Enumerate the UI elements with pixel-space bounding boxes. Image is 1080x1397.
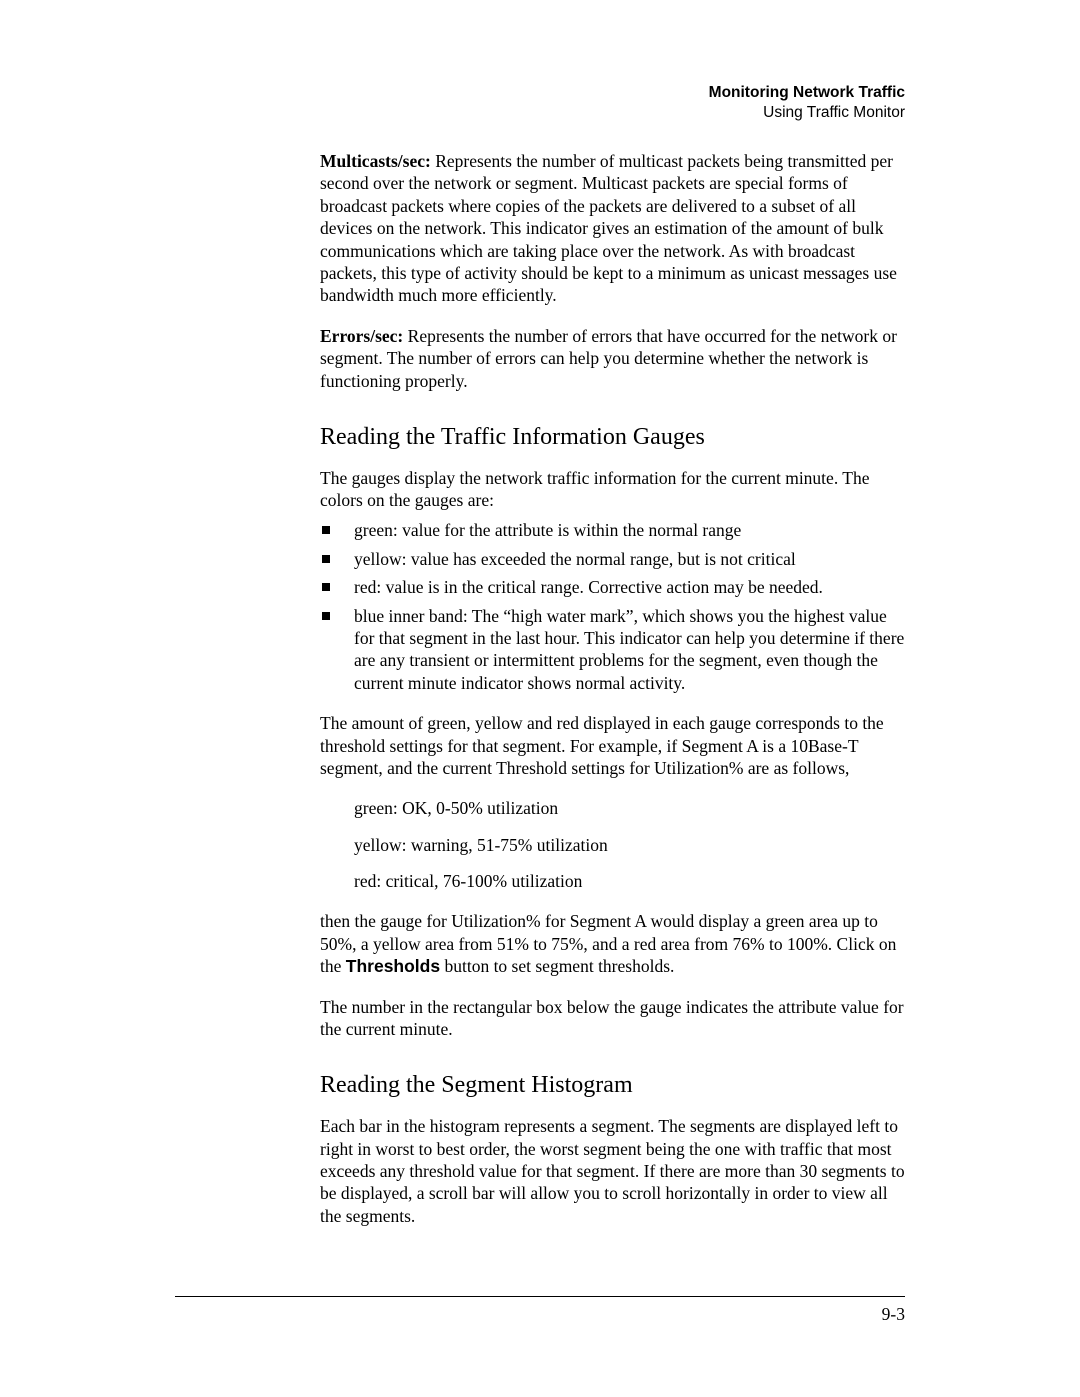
gauge-box-note: The number in the rectangular box below … <box>320 996 910 1041</box>
document-page: Monitoring Network Traffic Using Traffic… <box>0 0 1080 1397</box>
definition-errors-text: Represents the number of errors that hav… <box>320 326 897 391</box>
threshold-example-red: red: critical, 76-100% utilization <box>354 870 910 892</box>
page-number: 9-3 <box>882 1304 905 1325</box>
body-content: Multicasts/sec: Represents the number of… <box>320 150 910 1245</box>
heading-histogram: Reading the Segment Histogram <box>320 1070 910 1101</box>
gauges-intro: The gauges display the network traffic i… <box>320 467 910 512</box>
thresholds-button-label: Thresholds <box>346 956 440 976</box>
threshold-example-green: green: OK, 0-50% utilization <box>354 797 910 819</box>
thresholds-outro-post: button to set segment thresholds. <box>440 956 674 976</box>
page-header: Monitoring Network Traffic Using Traffic… <box>709 84 905 122</box>
list-item: green: value for the attribute is within… <box>320 519 910 541</box>
definition-errors-label: Errors/sec: <box>320 326 403 346</box>
definition-errors: Errors/sec: Represents the number of err… <box>320 325 910 392</box>
heading-gauges: Reading the Traffic Information Gauges <box>320 422 910 453</box>
footer-rule <box>175 1296 905 1297</box>
definition-multicasts-label: Multicasts/sec: <box>320 151 431 171</box>
threshold-examples: green: OK, 0-50% utilization yellow: war… <box>320 797 910 892</box>
header-chapter-title: Monitoring Network Traffic <box>709 84 905 102</box>
list-item: yellow: value has exceeded the normal ra… <box>320 548 910 570</box>
definition-multicasts-text: Represents the number of multicast packe… <box>320 151 897 305</box>
definition-multicasts: Multicasts/sec: Represents the number of… <box>320 150 910 307</box>
histogram-text: Each bar in the histogram represents a s… <box>320 1115 910 1227</box>
thresholds-intro: The amount of green, yellow and red disp… <box>320 712 910 779</box>
gauge-color-list: green: value for the attribute is within… <box>320 519 910 694</box>
list-item: red: value is in the critical range. Cor… <box>320 576 910 598</box>
header-section-title: Using Traffic Monitor <box>709 104 905 122</box>
threshold-example-yellow: yellow: warning, 51-75% utilization <box>354 834 910 856</box>
thresholds-outro: then the gauge for Utilization% for Segm… <box>320 910 910 977</box>
list-item: blue inner band: The “high water mark”, … <box>320 605 910 695</box>
